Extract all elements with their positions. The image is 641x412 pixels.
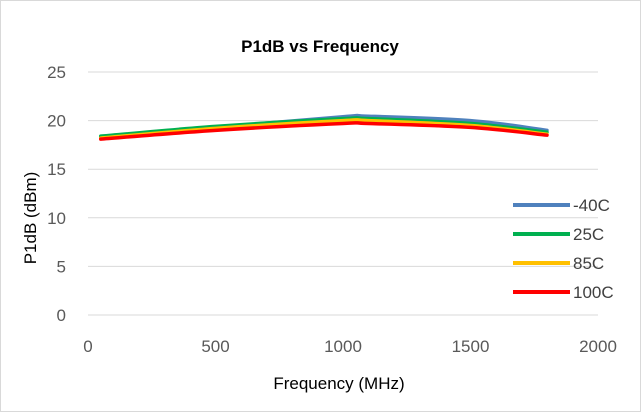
y-tick-label: 20 [47,112,66,131]
x-axis-label: Frequency (MHz) [273,374,404,393]
y-tick-label: 10 [47,209,66,228]
x-tick-label: 500 [201,337,229,356]
legend-label--40C: -40C [573,196,610,215]
series-line-25C [99,116,549,138]
x-tick-label: 2000 [579,337,617,356]
y-axis-ticks: 0 5 10 15 20 25 [47,63,66,325]
series-line-100C [99,121,549,141]
legend-label-25C: 25C [573,225,604,244]
y-tick-label: 15 [47,160,66,179]
y-tick-label: 0 [57,306,66,325]
x-axis-ticks: 0 500 1000 1500 2000 [83,337,617,356]
legend: -40C 25C 85C 100C [513,196,614,302]
x-tick-label: 1500 [452,337,490,356]
series-line-85C [99,118,549,140]
y-axis-label: P1dB (dBm) [21,172,40,265]
legend-label-85C: 85C [573,254,604,273]
legend-label-100C: 100C [573,283,614,302]
y-tick-label: 25 [47,63,66,82]
series-lines [99,113,549,141]
x-tick-label: 1000 [324,337,362,356]
y-tick-label: 5 [57,257,66,276]
chart-title: P1dB vs Frequency [241,37,399,56]
x-tick-label: 0 [83,337,92,356]
gridlines [88,71,598,316]
